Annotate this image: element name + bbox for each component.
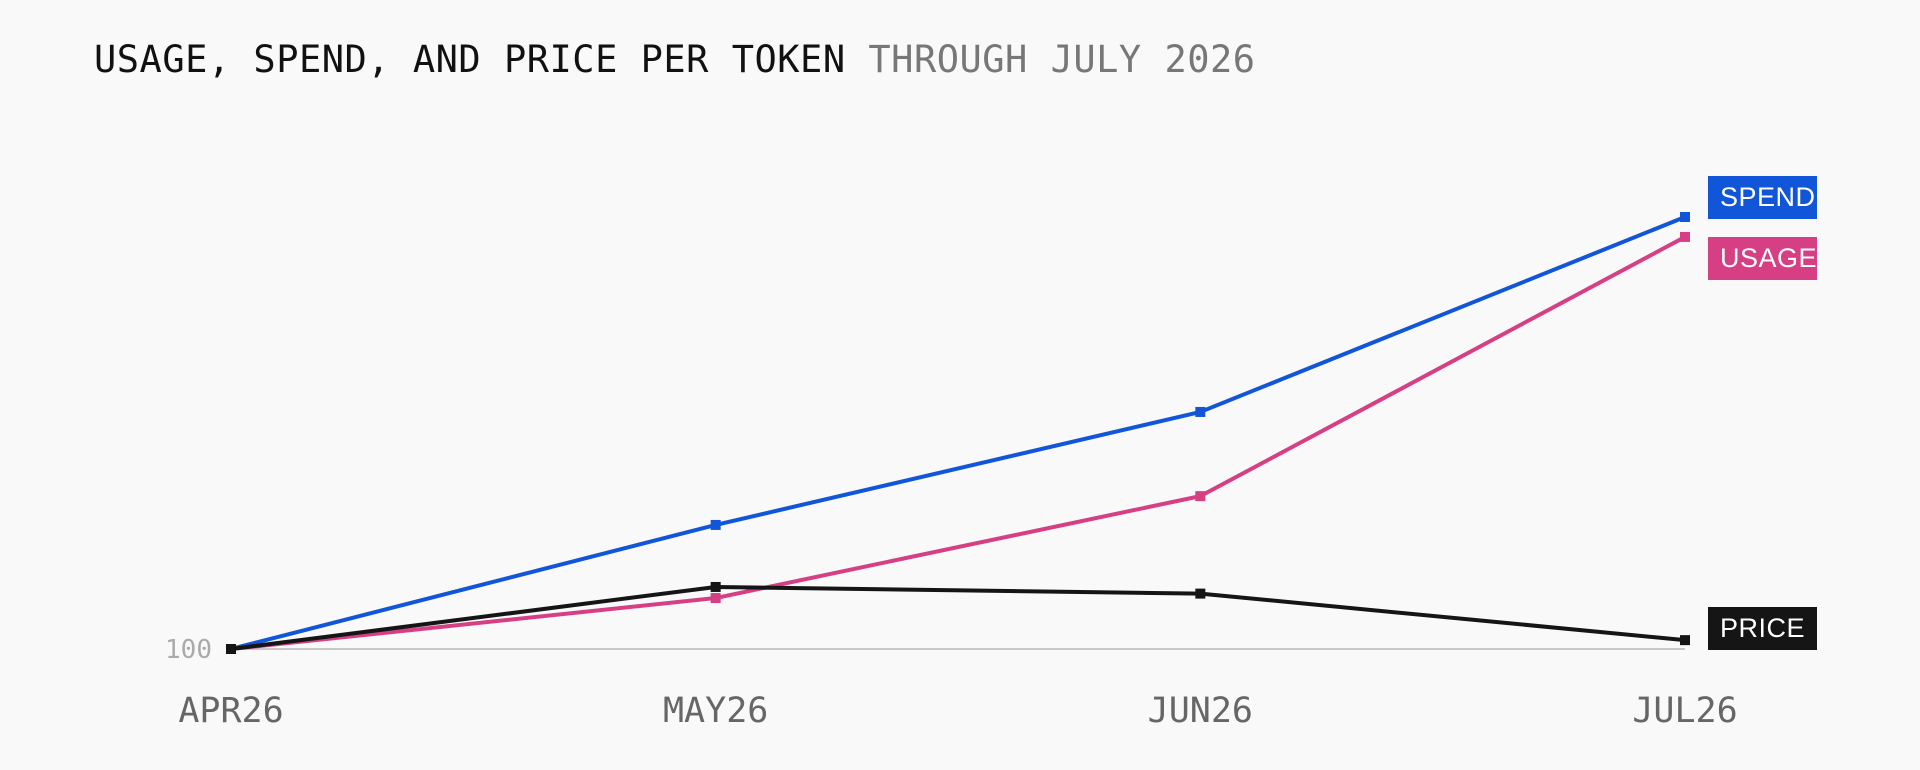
- data-point-spend-may26: [710, 519, 721, 530]
- x-tick-label-may26: MAY26: [663, 691, 768, 731]
- data-point-spend-jun26: [1195, 406, 1206, 417]
- x-tick-label-jul26: JUL26: [1632, 691, 1737, 731]
- x-tick-label-jun26: JUN26: [1148, 691, 1253, 731]
- legend-tag-price: PRICE: [1708, 607, 1817, 650]
- data-point-price-jul26: [1680, 635, 1690, 646]
- data-point-price-jun26: [1195, 588, 1206, 599]
- chart-title-row: USAGE, SPEND, AND PRICE PER TOKEN THROUG…: [94, 38, 1256, 81]
- legend-tag-usage: USAGE: [1708, 237, 1817, 280]
- series-line-spend: [229, 215, 1687, 651]
- data-point-usage-jun26: [1195, 491, 1206, 502]
- chart-subtitle: THROUGH JULY 2026: [868, 38, 1256, 81]
- series-line-price: [229, 584, 1687, 651]
- series-line-usage: [229, 234, 1687, 651]
- y-tick-label-0: 100: [165, 635, 212, 665]
- data-point-price-apr26: [226, 644, 236, 654]
- data-point-spend-jul26: [1680, 212, 1690, 222]
- data-point-usage-jul26: [1680, 231, 1690, 242]
- chart-title: USAGE, SPEND, AND PRICE PER TOKEN: [94, 38, 846, 81]
- data-point-price-may26: [710, 581, 721, 592]
- legend-tag-spend: SPEND: [1708, 176, 1817, 219]
- data-point-usage-may26: [710, 593, 721, 604]
- x-tick-label-apr26: APR26: [178, 691, 283, 731]
